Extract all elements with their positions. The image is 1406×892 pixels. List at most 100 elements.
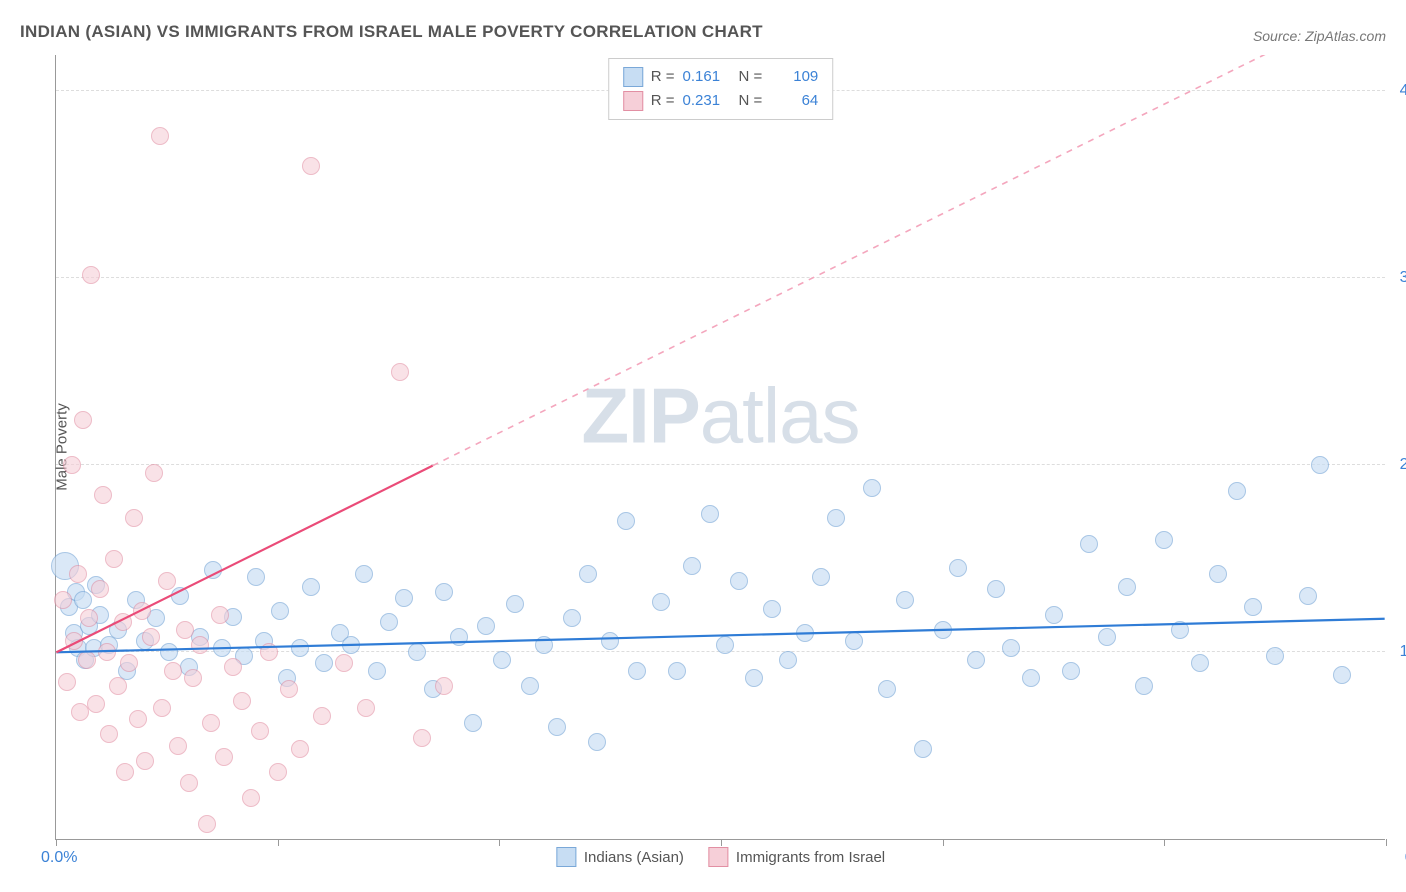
scatter-point	[315, 654, 333, 672]
x-tick	[56, 839, 57, 846]
scatter-point	[763, 600, 781, 618]
scatter-point	[202, 714, 220, 732]
scatter-point	[1062, 662, 1080, 680]
scatter-point	[69, 565, 87, 583]
scatter-point	[464, 714, 482, 732]
x-tick	[499, 839, 500, 846]
scatter-point	[579, 565, 597, 583]
scatter-point	[934, 621, 952, 639]
scatter-point	[169, 737, 187, 755]
scatter-point	[701, 505, 719, 523]
scatter-point	[291, 639, 309, 657]
scatter-point	[812, 568, 830, 586]
scatter-point	[1333, 666, 1351, 684]
scatter-point	[1311, 456, 1329, 474]
x-tick	[943, 839, 944, 846]
scatter-point	[82, 266, 100, 284]
scatter-point	[125, 509, 143, 527]
chart-title: INDIAN (ASIAN) VS IMMIGRANTS FROM ISRAEL…	[20, 22, 763, 42]
scatter-point	[142, 628, 160, 646]
x-tick	[1386, 839, 1387, 846]
scatter-point	[1118, 578, 1136, 596]
scatter-point	[215, 748, 233, 766]
scatter-point	[845, 632, 863, 650]
scatter-point	[164, 662, 182, 680]
x-tick	[278, 839, 279, 846]
scatter-point	[184, 669, 202, 687]
scatter-point	[730, 572, 748, 590]
scatter-point	[949, 559, 967, 577]
scatter-point	[247, 568, 265, 586]
legend-n-value: 64	[770, 89, 818, 113]
scatter-point	[54, 591, 72, 609]
scatter-point	[652, 593, 670, 611]
legend-label: Indians (Asian)	[584, 849, 684, 866]
scatter-point	[233, 692, 251, 710]
scatter-point	[116, 763, 134, 781]
scatter-point	[1209, 565, 1227, 583]
scatter-point	[191, 636, 209, 654]
legend-n-label: N =	[739, 89, 763, 113]
gridline: 20.0%	[56, 464, 1385, 465]
scatter-point	[617, 512, 635, 530]
scatter-point	[1244, 598, 1262, 616]
x-tick	[721, 839, 722, 846]
scatter-point	[628, 662, 646, 680]
scatter-point	[176, 621, 194, 639]
scatter-point	[80, 609, 98, 627]
scatter-point	[745, 669, 763, 687]
scatter-point	[280, 680, 298, 698]
y-tick-label: 30.0%	[1400, 269, 1406, 287]
legend-swatch	[556, 847, 576, 867]
scatter-point	[260, 643, 278, 661]
legend-row: R = 0.231 N = 64	[623, 89, 819, 113]
legend-r-value: 0.231	[683, 89, 731, 113]
scatter-point	[779, 651, 797, 669]
scatter-point	[408, 643, 426, 661]
legend-n-value: 109	[770, 65, 818, 89]
scatter-point	[506, 595, 524, 613]
scatter-point	[65, 632, 83, 650]
scatter-point	[129, 710, 147, 728]
scatter-point	[1045, 606, 1063, 624]
scatter-point	[105, 550, 123, 568]
scatter-point	[1135, 677, 1153, 695]
scatter-point	[342, 636, 360, 654]
scatter-point	[58, 673, 76, 691]
scatter-point	[94, 486, 112, 504]
legend-n-label: N =	[739, 65, 763, 89]
series-legend: Indians (Asian)Immigrants from Israel	[556, 847, 885, 867]
scatter-point	[391, 363, 409, 381]
scatter-point	[313, 707, 331, 725]
scatter-point	[987, 580, 1005, 598]
scatter-point	[271, 602, 289, 620]
y-tick-label: 10.0%	[1400, 643, 1406, 661]
scatter-point	[198, 815, 216, 833]
scatter-point	[74, 411, 92, 429]
legend-swatch	[623, 67, 643, 87]
scatter-point	[1155, 531, 1173, 549]
scatter-point	[224, 658, 242, 676]
legend-r-label: R =	[651, 65, 675, 89]
scatter-point	[563, 609, 581, 627]
gridline: 30.0%	[56, 277, 1385, 278]
scatter-point	[180, 774, 198, 792]
legend-r-value: 0.161	[683, 65, 731, 89]
scatter-point	[435, 677, 453, 695]
scatter-point	[668, 662, 686, 680]
scatter-point	[91, 580, 109, 598]
scatter-point	[335, 654, 353, 672]
scatter-point	[357, 699, 375, 717]
scatter-point	[601, 632, 619, 650]
scatter-point	[291, 740, 309, 758]
scatter-point	[967, 651, 985, 669]
chart-plot-area: Male Poverty ZIPatlas R =0.161N =109R =0…	[55, 55, 1385, 840]
scatter-point	[413, 729, 431, 747]
scatter-point	[368, 662, 386, 680]
scatter-point	[251, 722, 269, 740]
scatter-point	[535, 636, 553, 654]
scatter-point	[302, 578, 320, 596]
legend-r-label: R =	[651, 89, 675, 113]
scatter-point	[395, 589, 413, 607]
legend-row: R = 0.161 N = 109	[623, 65, 819, 89]
